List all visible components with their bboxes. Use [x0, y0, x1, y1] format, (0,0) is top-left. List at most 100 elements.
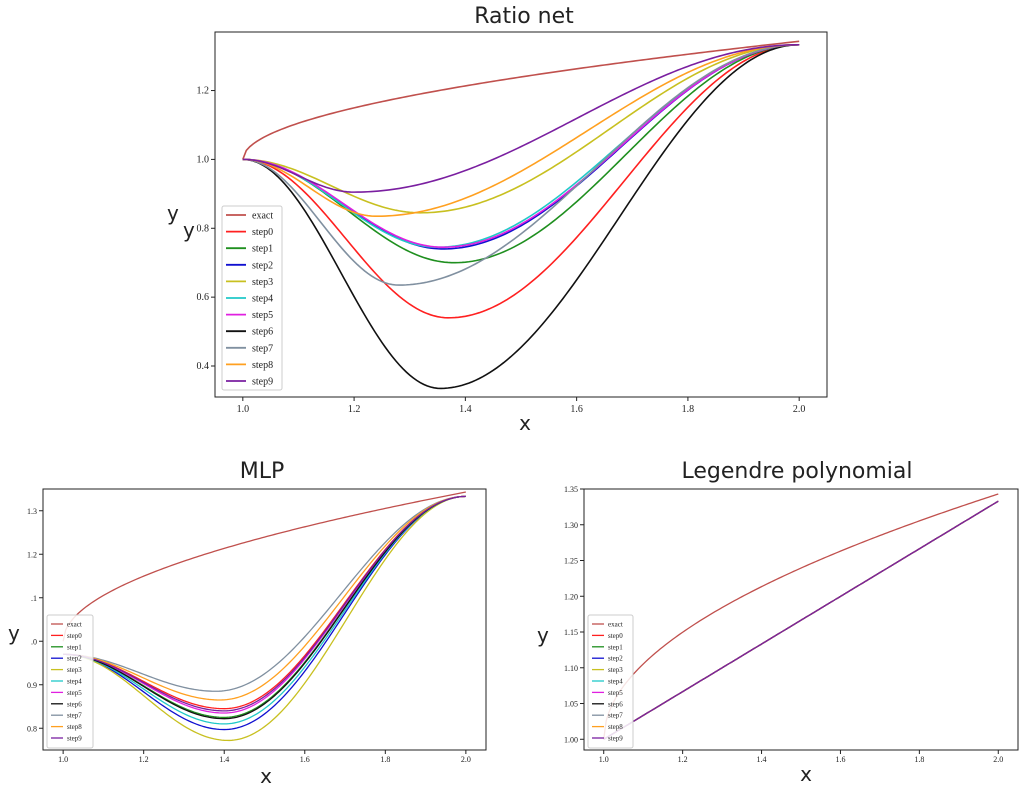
y-axis-label: y [167, 201, 179, 225]
legend-label-step0: step0 [252, 227, 273, 238]
y-axis-label: y [537, 623, 549, 647]
x-tick-label: 2.0 [461, 755, 471, 764]
series-line-step3 [63, 495, 466, 742]
legend-label-step7: step7 [608, 712, 623, 720]
x-tick-label: 1.0 [599, 755, 609, 764]
y-tick-label: .1 [31, 594, 37, 603]
y-tick-label: 1.30 [564, 521, 578, 530]
y-tick-label: 1.25 [564, 557, 578, 566]
x-tick-label: 2.0 [993, 755, 1003, 764]
y-axis-label: y [8, 621, 20, 645]
legend-label-exact: exact [608, 621, 623, 629]
legend-label-step8: step8 [252, 360, 273, 371]
y-tick-label: 1.2 [197, 86, 210, 97]
x-axis-label: x [260, 764, 272, 788]
x-tick-label: 1.8 [682, 404, 695, 415]
legend-label-step3: step3 [608, 666, 623, 674]
series-line-exact [242, 40, 800, 160]
legend-label-step5: step5 [608, 689, 623, 697]
legend-label-step0: step0 [608, 632, 623, 640]
series-line-step6 [63, 495, 466, 720]
series-line-step5 [242, 43, 800, 249]
series-line-step9 [242, 43, 800, 193]
legend-label-step5: step5 [67, 689, 82, 697]
chart-title-ratio-net: Ratio net [474, 4, 574, 29]
legend-label-step1: step1 [608, 643, 623, 651]
y-tick-label: .0 [31, 637, 37, 646]
x-tick-label: 1.8 [380, 755, 390, 764]
series-line-step1 [242, 43, 800, 264]
series-line-step2 [63, 495, 466, 731]
legend-label-step1: step1 [252, 244, 273, 255]
legend-label-step4: step4 [608, 678, 623, 686]
y-tick-label: 1.2 [27, 550, 37, 559]
series-line-step0 [242, 43, 800, 319]
legend-label-step7: step7 [252, 343, 273, 354]
axis-ticks: 1.0 1.2 1.4 1.6 1.8 2.0 0.8 0.9 .0 .1 1.2 1.3 [27, 507, 471, 764]
legend-label-step2: step2 [252, 260, 273, 271]
legend: exact step0 step1 step2 step3 step4 step5 step6… [221, 205, 283, 391]
y-tick-label: 1.10 [564, 664, 578, 673]
chart-legendre-polynomial: Legendre polynomial 1.0 1.2 1.4 1.6 1.8 2.01.… [537, 459, 1019, 786]
y-tick-label: 1.3 [27, 507, 37, 516]
x-tick-label: 2.0 [793, 404, 806, 415]
series-lines [242, 40, 800, 390]
series-lines [603, 493, 999, 740]
y-tick-label: 0.4 [197, 361, 210, 372]
y-tick-label: 1.05 [564, 700, 578, 709]
series-line-exact [603, 493, 999, 740]
axis-ticks: 1.0 1.2 1.4 1.6 1.8 2.0 0.4 0.6 0.8 1.0 1.2 [197, 86, 806, 415]
legend-label-exact: exact [67, 621, 82, 629]
x-tick-label: 1.4 [219, 755, 229, 764]
chart-title-legendre-polynomial: Legendre polynomial [682, 459, 913, 484]
legend-label-step9: step9 [252, 377, 273, 388]
plot-frame [214, 31, 828, 398]
legend-label-step6: step6 [67, 700, 82, 708]
x-tick-label: 1.4 [757, 755, 767, 764]
x-tick-label: 1.2 [139, 755, 149, 764]
legend-label-step5: step5 [252, 310, 273, 321]
chart-ratio-net: Ratio net 1.0 1.2 1.4 1.6 1.8 2.00.40.60.81.0… [167, 4, 828, 435]
legend-label-step6: step6 [608, 700, 623, 708]
x-tick-label: 1.6 [835, 755, 845, 764]
x-axis-label: x [519, 411, 531, 435]
y-tick-label: 0.6 [197, 292, 210, 303]
series-line-step9 [63, 495, 466, 712]
series-line-step8 [63, 495, 466, 701]
x-tick-label: 1.0 [237, 404, 250, 415]
chart-mlp: MLP 1.0 1.2 1.4 1.6 1.8 2.0 0.8 0.9 .0 .1 1.2 1.3 e… [8, 459, 487, 788]
series-line-step7 [242, 43, 800, 286]
legend-label-step9: step9 [608, 735, 623, 743]
x-tick-label: 1.6 [300, 755, 310, 764]
legend-label-step6: step6 [252, 327, 273, 338]
y-tick-label: 1.0 [197, 154, 210, 165]
legend-box [221, 205, 283, 391]
series-line-step6 [242, 43, 800, 390]
legend-label-step0: step0 [67, 632, 82, 640]
legend: exact step0 step1 step2 step3 step4 step5 step6… [46, 614, 94, 749]
y-tick-label: 0.9 [27, 681, 37, 690]
legend-label-step8: step8 [608, 723, 623, 731]
series-line-step3 [242, 43, 800, 214]
plot-frame [42, 488, 487, 751]
y-tick-label: 1.15 [564, 628, 578, 637]
x-tick-label: 1.2 [348, 404, 361, 415]
legend-label-step3: step3 [252, 277, 273, 288]
y-tick-label: 1.20 [564, 592, 578, 601]
y-tick-label: 0.8 [197, 223, 210, 234]
series-line-step9 [603, 500, 999, 740]
legend-label-step4: step4 [67, 678, 82, 686]
x-tick-label: 1.6 [570, 404, 583, 415]
x-tick-label: 1.4 [459, 404, 472, 415]
legend-label-step9: step9 [67, 735, 82, 743]
legend-label-step4: step4 [252, 294, 273, 305]
x-tick-label: 1.8 [914, 755, 924, 764]
series-lines [62, 491, 466, 742]
x-tick-label: 1.0 [58, 755, 68, 764]
y-tick-label: 1.35 [564, 485, 578, 494]
y-axis-label-duplicate: y [183, 218, 195, 242]
series-line-step7 [63, 495, 466, 692]
legend-label-step8: step8 [67, 723, 82, 731]
axis-ticks: 1.0 1.2 1.4 1.6 1.8 2.0 1.00 1.05 1.10 1.15 1.20 1.… [564, 485, 1003, 764]
